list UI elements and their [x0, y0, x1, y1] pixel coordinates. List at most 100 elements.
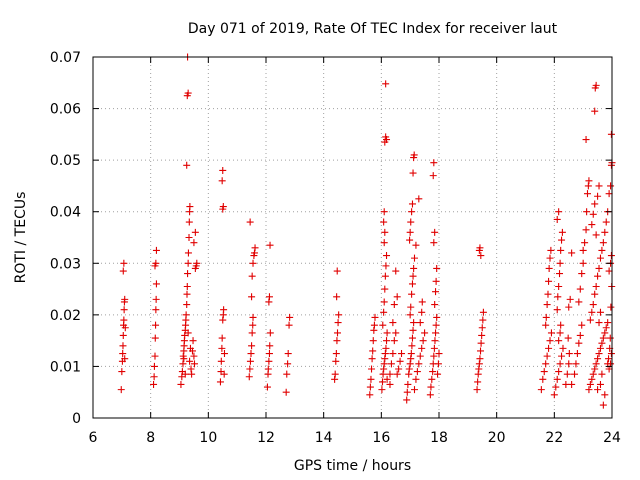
- data-point: [550, 391, 558, 399]
- data-point: [366, 391, 374, 399]
- data-point: [596, 254, 604, 262]
- data-point: [557, 246, 565, 254]
- data-point: [190, 360, 198, 368]
- data-point: [246, 365, 254, 373]
- x-tick-labels: 6 8 10 12 14 16 18 20 22 24: [89, 430, 621, 446]
- data-point: [428, 375, 436, 383]
- data-point: [152, 259, 160, 267]
- data-point: [286, 313, 294, 321]
- data-point: [190, 352, 198, 360]
- x-axis-title: GPS time / hours: [294, 458, 411, 474]
- x-tick-label: 24: [603, 430, 621, 446]
- data-point: [596, 308, 604, 316]
- data-point: [579, 246, 587, 254]
- data-point: [393, 370, 401, 378]
- data-point: [556, 360, 564, 368]
- data-point: [408, 200, 416, 208]
- data-point: [434, 360, 442, 368]
- data-point: [119, 331, 127, 339]
- data-point: [249, 313, 257, 321]
- data-point: [390, 337, 398, 345]
- y-tick-labels: 0 0.01 0.02 0.03 0.04 0.05 0.06 0.07: [50, 50, 81, 427]
- data-point: [476, 355, 484, 363]
- data-point: [121, 355, 129, 363]
- data-point: [370, 321, 378, 329]
- data-point: [582, 226, 590, 234]
- data-point: [150, 373, 158, 381]
- data-point: [416, 319, 424, 327]
- data-point: [248, 293, 256, 301]
- data-point: [583, 190, 591, 198]
- data-point: [553, 375, 561, 383]
- data-point: [390, 301, 398, 309]
- data-point: [430, 239, 438, 247]
- data-point: [602, 218, 610, 226]
- data-point: [565, 360, 573, 368]
- data-point: [576, 285, 584, 293]
- data-point: [557, 321, 565, 329]
- data-point: [555, 337, 563, 345]
- data-point: [405, 370, 413, 378]
- data-point: [185, 234, 193, 241]
- data-point: [421, 329, 429, 337]
- data-point: [594, 272, 602, 280]
- data-point: [543, 301, 551, 309]
- data-point: [410, 151, 418, 159]
- data-point: [572, 360, 580, 368]
- data-point: [473, 386, 481, 394]
- data-point: [476, 244, 484, 252]
- data-point: [284, 360, 292, 368]
- data-point: [216, 378, 224, 386]
- data-point: [183, 282, 191, 290]
- data-point: [410, 264, 418, 272]
- data-point: [181, 370, 189, 378]
- data-point: [118, 368, 126, 376]
- data-point: [386, 380, 394, 388]
- data-point: [537, 386, 545, 394]
- x-tick-label: 22: [545, 430, 563, 446]
- data-point: [389, 350, 397, 358]
- data-point: [576, 331, 584, 339]
- data-point: [598, 246, 606, 254]
- data-point: [599, 239, 607, 247]
- data-point: [479, 308, 487, 316]
- data-point: [381, 228, 389, 236]
- data-point: [605, 355, 613, 363]
- data-point: [265, 350, 273, 358]
- data-point: [380, 239, 388, 247]
- data-point: [380, 308, 388, 316]
- data-point: [333, 293, 341, 301]
- data-point: [565, 303, 573, 311]
- data-point: [392, 267, 400, 275]
- data-point: [150, 362, 158, 370]
- data-point: [591, 290, 599, 298]
- data-point: [187, 365, 195, 373]
- x-tick-label: 14: [315, 430, 333, 446]
- data-point: [588, 375, 596, 383]
- data-point: [591, 107, 599, 115]
- data-point: [434, 370, 442, 378]
- x-tick-label: 20: [488, 430, 506, 446]
- data-point: [189, 337, 197, 345]
- data-point: [573, 350, 581, 358]
- data-point: [431, 337, 439, 345]
- data-point: [406, 360, 414, 368]
- data-point: [566, 295, 574, 303]
- data-point: [186, 344, 194, 352]
- data-point: [406, 228, 414, 236]
- data-point: [332, 357, 340, 365]
- data-point: [568, 380, 576, 388]
- data-point: [556, 329, 564, 337]
- data-point: [418, 308, 426, 316]
- data-point: [552, 383, 560, 391]
- data-point: [381, 285, 389, 293]
- data-point: [152, 295, 160, 303]
- data-point: [184, 89, 192, 97]
- data-point: [120, 259, 128, 267]
- data-point: [380, 208, 388, 216]
- data-point: [265, 298, 273, 306]
- y-tick-label: 0.05: [50, 153, 81, 169]
- data-point: [264, 365, 272, 373]
- data-point: [592, 360, 600, 368]
- data-point: [177, 380, 185, 388]
